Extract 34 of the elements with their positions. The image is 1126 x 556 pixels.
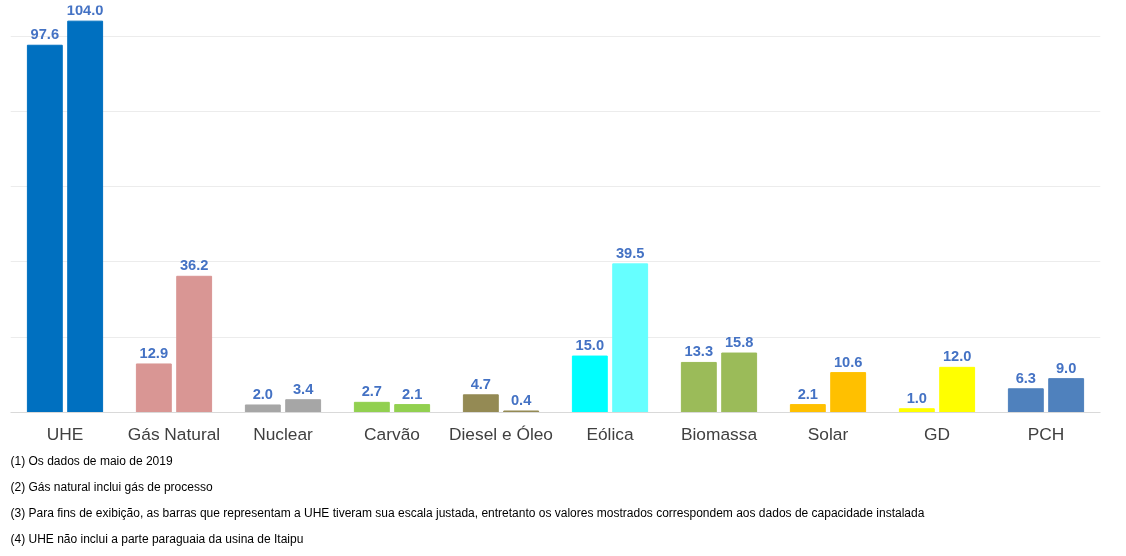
text: (2) Gás natural inclui gás de processo — [10, 479, 213, 494]
data-label: 12.0 — [942, 348, 972, 365]
data-label: 9.0 — [1055, 359, 1077, 376]
data-label: 97.6 — [30, 26, 60, 43]
x-tick-label: Nuclear — [253, 423, 314, 444]
data-label: 104.0 — [66, 2, 104, 19]
text: (3) Para fins de exibição, as barras que representam a UHE tiveram sua escala justada, entretanto os valores mostrados correspondem aos dados de capacidade instalada — [10, 505, 925, 520]
data-label: 15.8 — [724, 334, 754, 351]
data-label: 6.3 — [1015, 369, 1037, 386]
x-tick-label: Biomassa — [680, 423, 758, 444]
x-tick-label: Eólica — [586, 423, 634, 444]
data-label: 13.3 — [684, 343, 714, 360]
x-tick-label: PCH — [1027, 423, 1065, 444]
x-tick-label: GD — [924, 423, 950, 444]
data-label: 2.1 — [797, 385, 819, 402]
x-tick-label: Carvão — [364, 423, 420, 444]
text: (4) UHE não inclui a parte paraguaia da usina de Itaipu — [10, 531, 304, 546]
data-label: 2.0 — [252, 385, 274, 402]
data-label: 15.0 — [575, 337, 605, 354]
x-tick-label: Diesel e Óleo — [448, 423, 554, 444]
data-label: 0.4 — [510, 391, 533, 408]
data-label: 4.7 — [470, 375, 492, 392]
data-label: 2.7 — [361, 383, 383, 400]
x-tick-label: Solar — [807, 423, 849, 444]
data-label: 10.6 — [833, 353, 863, 370]
data-label: 2.1 — [401, 385, 423, 402]
x-tick-label: Gás Natural — [127, 423, 221, 444]
data-label: 12.9 — [139, 344, 169, 361]
data-label: 39.5 — [615, 244, 645, 261]
x-tick-label: UHE — [46, 423, 84, 444]
text: (1) Os dados de maio de 2019 — [10, 453, 173, 468]
data-label: 1.0 — [906, 389, 928, 406]
data-label: 3.4 — [292, 380, 315, 397]
data-label: 36.2 — [179, 257, 209, 274]
